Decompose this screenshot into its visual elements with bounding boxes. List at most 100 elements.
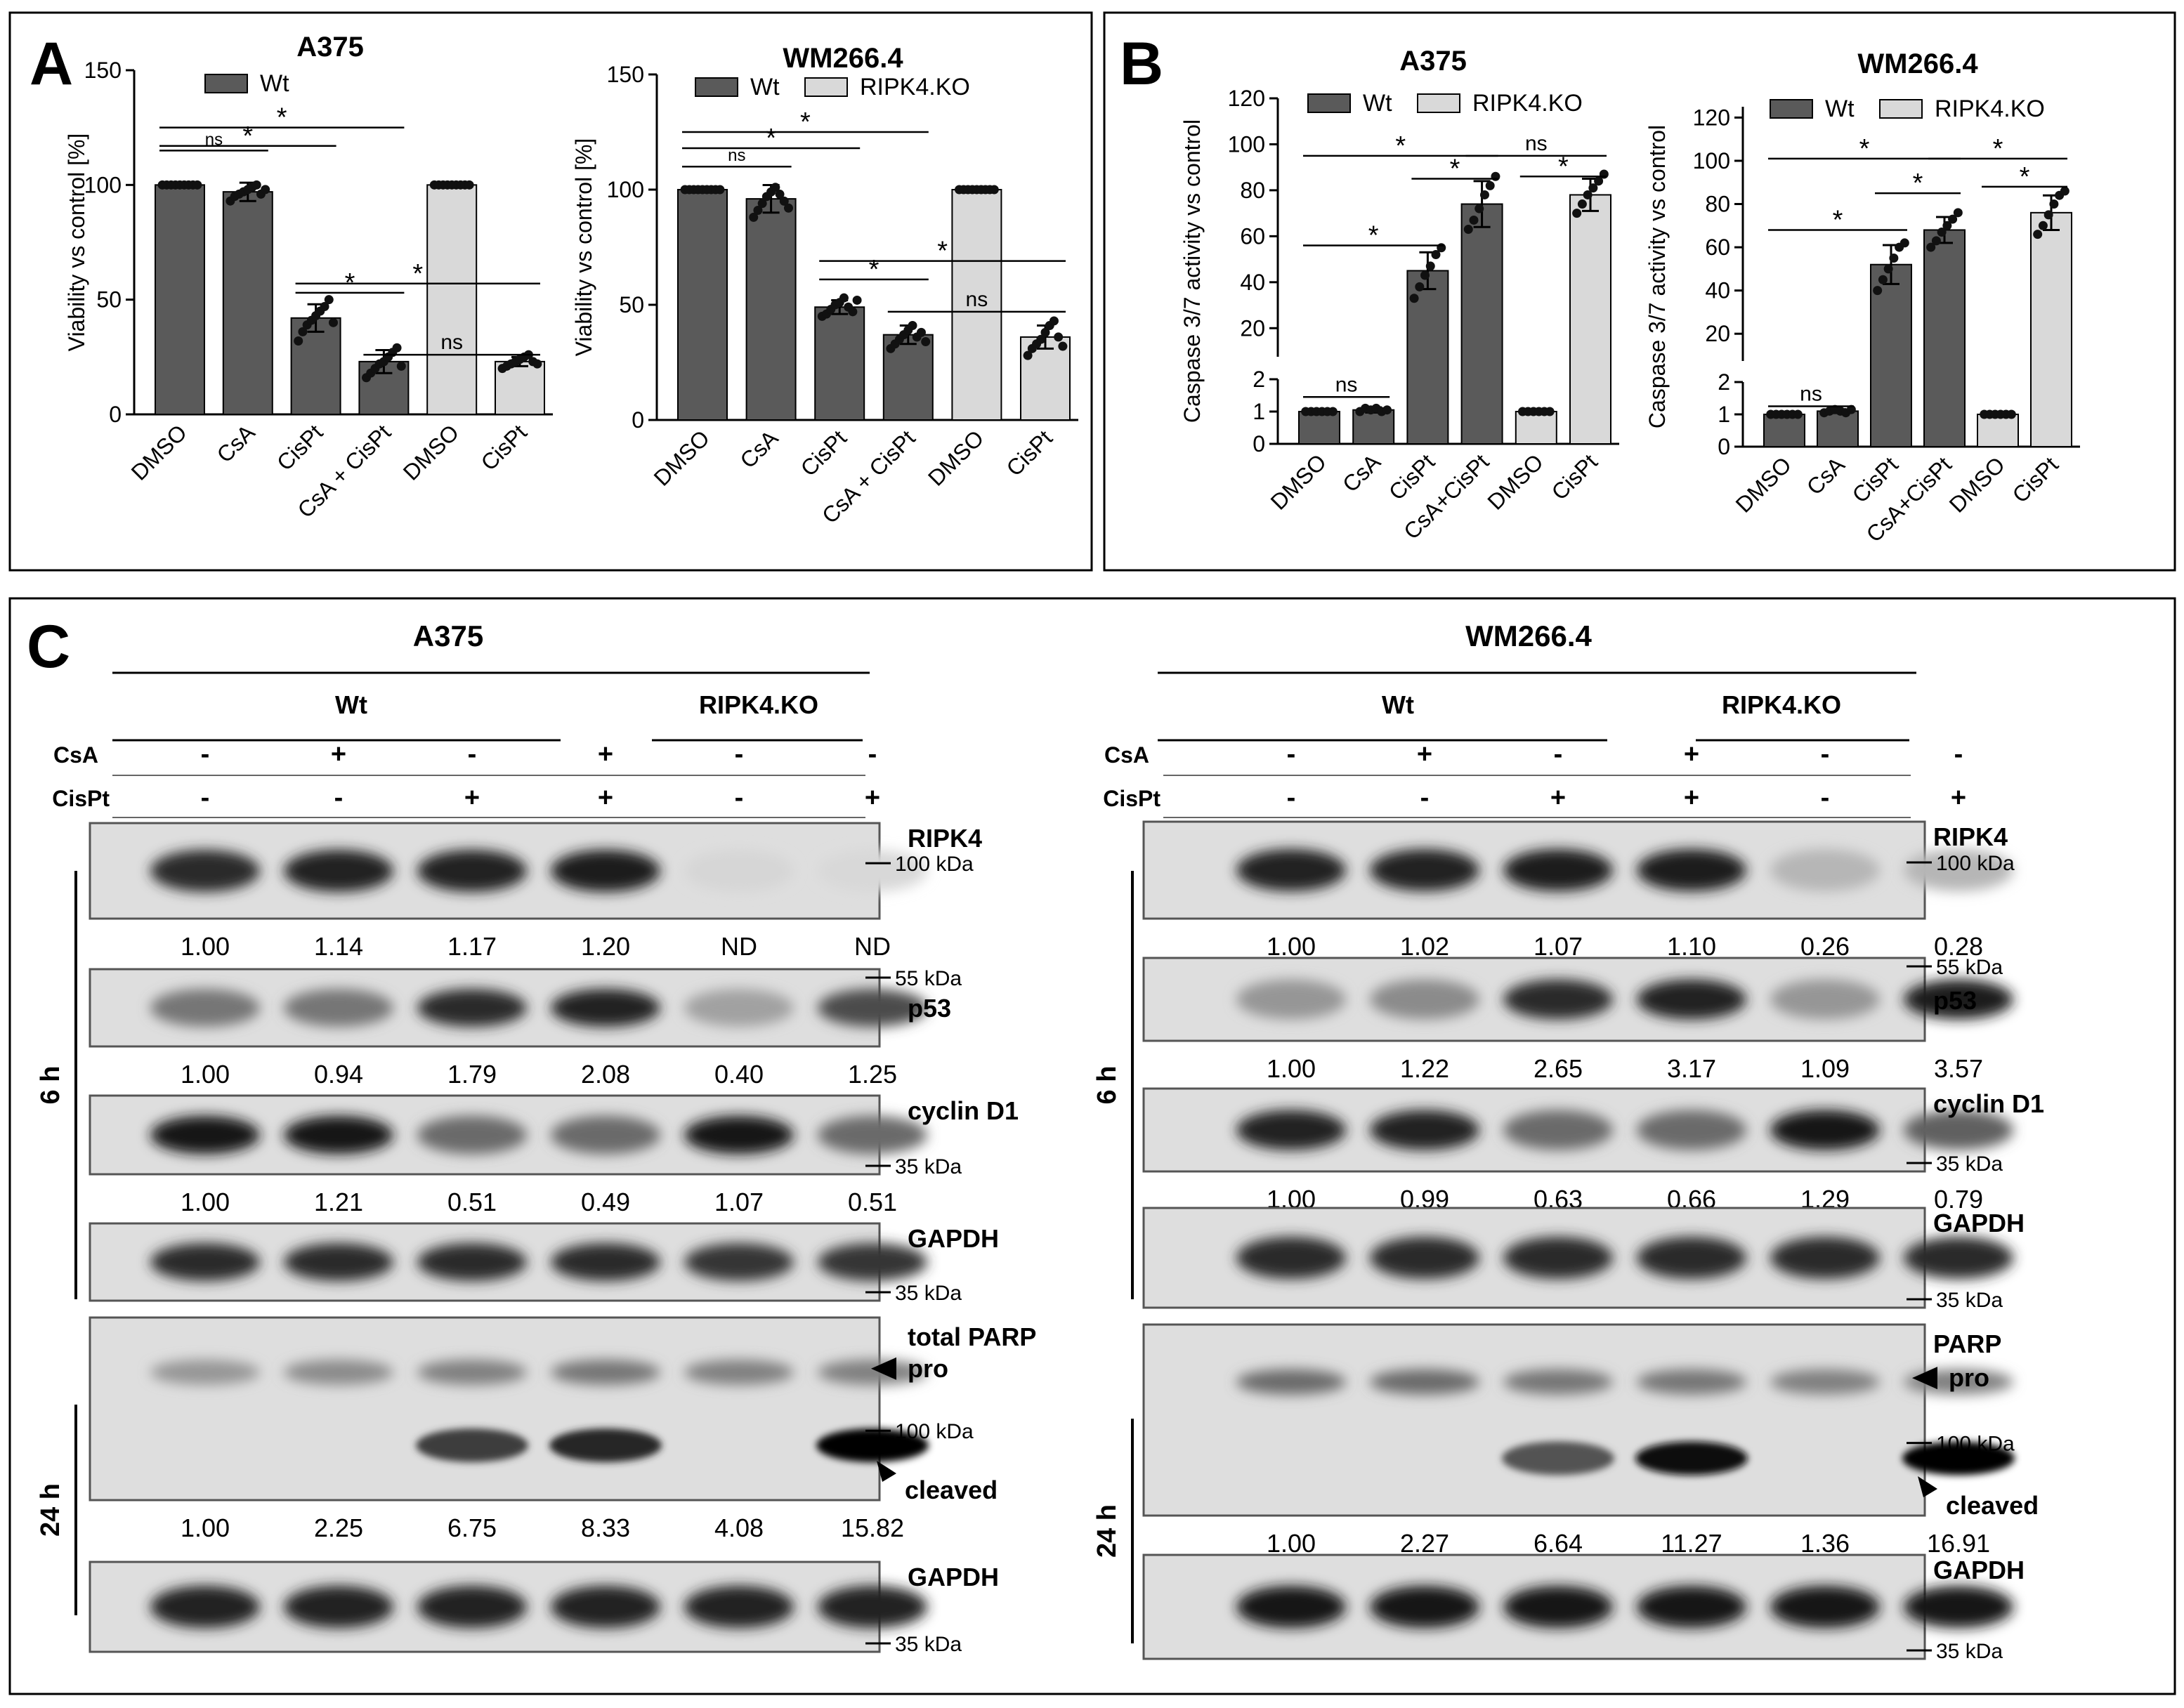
protein-band	[1503, 979, 1613, 1020]
y-tick-label: 20	[1240, 315, 1265, 341]
data-point	[1415, 282, 1425, 291]
group-label-ko: RIPK4.KO	[699, 690, 818, 719]
time-label: 6 h	[1092, 1066, 1122, 1105]
data-point	[1878, 275, 1888, 284]
densitometry-value: 1.25	[848, 1060, 897, 1089]
y-axis-label: Caspase 3/7 activity vs control	[1179, 119, 1205, 423]
protein-band	[150, 989, 260, 1027]
protein-band	[150, 1243, 260, 1281]
chart-title: A375	[1399, 46, 1467, 77]
condition-label-cispt: CisPt	[52, 786, 110, 811]
data-point	[1463, 225, 1473, 235]
protein-band	[551, 850, 660, 892]
category-label: DMSO	[1944, 452, 2010, 517]
y-tick-label: 40	[1705, 278, 1730, 303]
densitometry-value: 1.22	[1400, 1054, 1449, 1083]
cispt-sign: -	[334, 783, 344, 813]
category-label: CsA	[735, 425, 783, 473]
category-label: DMSO	[1731, 452, 1796, 517]
data-point	[1382, 405, 1392, 415]
data-point	[1054, 332, 1064, 342]
data-point	[715, 185, 725, 195]
data-point	[757, 199, 767, 209]
data-point	[1583, 190, 1593, 199]
densitometry-value: 1.00	[181, 1513, 230, 1542]
cleaved-band	[1902, 1441, 2015, 1476]
protein-band	[1370, 979, 1479, 1020]
data-point	[779, 196, 789, 206]
protein-band	[284, 1360, 393, 1385]
protein-band	[150, 850, 260, 892]
category-label: CisPt	[796, 425, 852, 481]
y-tick-label: 150	[84, 58, 122, 83]
chart-a-wm266: WM266.4 Viability vs control [%] 0 50 100 150…	[571, 43, 1078, 528]
protein-band	[551, 989, 660, 1027]
data-point	[1846, 405, 1856, 414]
category-label: CsA	[212, 419, 261, 468]
significance-label: *	[869, 255, 880, 284]
protein-band	[1770, 1110, 1880, 1150]
legend-label: Wt	[750, 74, 780, 100]
y-tick-label: 60	[1705, 235, 1730, 260]
protein-band	[1370, 849, 1479, 891]
protein-label: GAPDH	[1933, 1556, 2025, 1584]
category-label: CisPt	[1546, 449, 1602, 505]
densitometry-value: 1.10	[1667, 932, 1716, 961]
cispt-sign: +	[1684, 783, 1699, 813]
category-label: CisPt	[476, 419, 532, 475]
significance-label: *	[412, 259, 423, 289]
protein-band	[1904, 1110, 2013, 1150]
legend-label: Wt	[1825, 96, 1855, 122]
data-point	[2044, 210, 2053, 220]
csa-sign: -	[1554, 740, 1563, 769]
densitometry-value: 11.27	[1661, 1529, 1722, 1558]
protein-band	[1236, 1369, 1346, 1395]
protein-band	[1904, 1586, 2013, 1628]
group-label-ko: RIPK4.KO	[1722, 690, 1841, 719]
legend-label: RIPK4.KO	[1935, 96, 2045, 122]
data-point	[1469, 215, 1479, 225]
protein-band	[1236, 849, 1346, 891]
significance-label: *	[242, 121, 253, 151]
protein-band	[417, 850, 527, 892]
bar	[745, 198, 797, 421]
cispt-sign: +	[1951, 783, 1966, 813]
y-tick-label: 20	[1705, 321, 1730, 346]
significance-label: *	[1395, 131, 1406, 161]
densitometry-value: 15.82	[841, 1513, 904, 1542]
protein-band	[1904, 979, 2013, 1020]
data-point	[839, 293, 849, 303]
panel-a-frame	[8, 11, 1093, 572]
data-point	[1431, 250, 1441, 260]
protein-band	[417, 1115, 527, 1155]
y-tick-label: 120	[1228, 86, 1265, 111]
significance-label: ns	[440, 331, 463, 354]
kda-marker-label: 55 kDa	[1936, 956, 2003, 979]
data-point	[1889, 253, 1899, 263]
data-point	[1545, 407, 1555, 416]
data-point	[753, 206, 763, 216]
protein-band	[818, 1243, 927, 1281]
category-label: DMSO	[649, 425, 714, 490]
significance-label: *	[1368, 221, 1379, 250]
y-tick-label: 150	[607, 62, 644, 87]
significance-label: ns	[1335, 373, 1358, 396]
protein-band	[417, 1243, 527, 1281]
bar	[1298, 411, 1340, 445]
pro-arrow-icon	[871, 1357, 896, 1380]
densitometry-value: 1.07	[1534, 932, 1583, 961]
y-axis-label: Caspase 3/7 activity vs control	[1644, 125, 1670, 428]
protein-band	[1370, 1586, 1479, 1628]
densitometry-value: 16.91	[1927, 1529, 1990, 1558]
densitometry-value: 1.79	[447, 1060, 497, 1089]
protein-band	[551, 1586, 660, 1628]
pro-arrow-icon	[1912, 1367, 1937, 1390]
protein-band	[1637, 1110, 1746, 1150]
cispt-sign: -	[1420, 783, 1430, 813]
condition-label-cispt: CisPt	[1103, 786, 1160, 811]
cleaved-band	[1635, 1441, 1748, 1476]
chart-title: WM266.4	[1857, 48, 1978, 79]
cispt-sign: +	[464, 783, 480, 813]
csa-sign: -	[1821, 740, 1830, 769]
